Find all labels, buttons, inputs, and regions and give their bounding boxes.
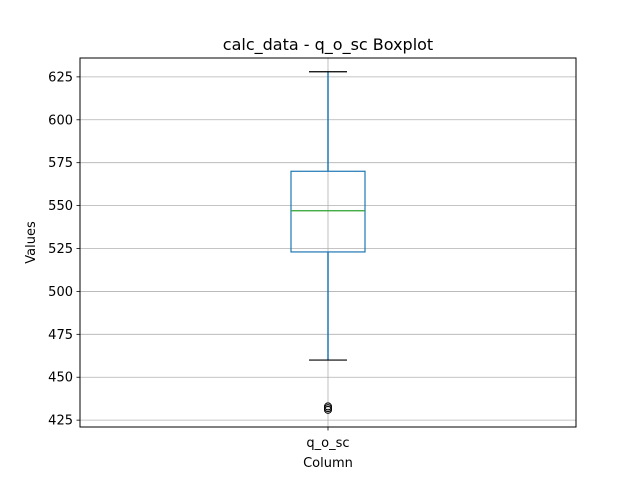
outlier-point: [324, 402, 332, 411]
x-tick-label: q_o_sc: [306, 436, 349, 451]
y-tick-label: 550: [48, 199, 73, 214]
y-tick-label: 575: [48, 156, 73, 171]
y-tick-label: 525: [48, 242, 73, 257]
iqr-box: [290, 170, 366, 253]
y-tick-label: 450: [48, 371, 73, 386]
x-axis-label: Column: [303, 456, 353, 471]
y-tick-label: 625: [48, 70, 73, 85]
y-tick-label: 425: [48, 414, 73, 429]
y-tick-label: 500: [48, 285, 73, 300]
chart-title: calc_data - q_o_sc Boxplot: [223, 35, 433, 55]
y-axis-label: Values: [24, 221, 39, 264]
y-axis-ticks: 425 450 475 500 525 550 575 600 625: [48, 70, 80, 429]
plot-area: [290, 71, 366, 414]
y-tick-label: 475: [48, 328, 73, 343]
y-tick-label: 600: [48, 113, 73, 128]
x-axis-ticks: q_o_sc: [306, 427, 350, 451]
